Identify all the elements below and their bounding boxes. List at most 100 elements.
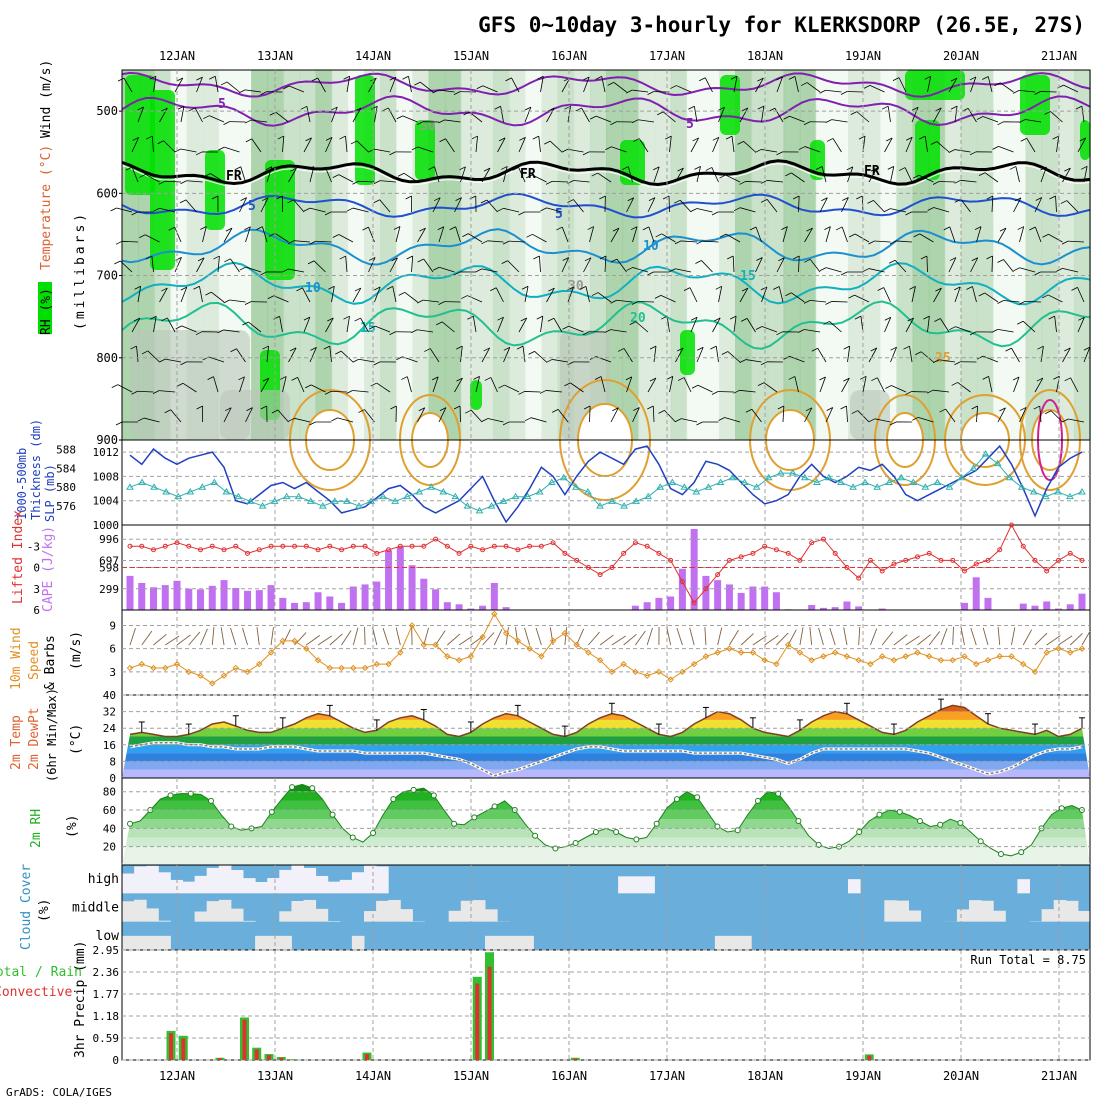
cape-bar <box>315 592 322 610</box>
label-rh2m: 2m RH <box>29 809 44 848</box>
cape-bar <box>773 592 780 610</box>
precip-tick-label: 1.18 <box>93 1010 120 1023</box>
contour-label: 5 <box>686 117 694 132</box>
cloud-cell <box>981 901 994 922</box>
cape-bar <box>326 596 333 610</box>
cloud-cell <box>376 866 389 893</box>
cloud-cell <box>1066 901 1079 922</box>
thickness-tick-label: 588 <box>56 443 76 456</box>
cape-bar <box>632 606 639 610</box>
rh-tick-label: 80 <box>103 786 116 799</box>
cloud-cell <box>122 901 135 921</box>
pressure-tick-label: 700 <box>96 269 118 283</box>
rh-column <box>977 70 994 440</box>
precip-conv-bar <box>255 1050 259 1060</box>
cloud-cell <box>267 878 280 893</box>
date-label-bottom: 21JAN <box>1041 1069 1077 1083</box>
rh-point <box>290 785 295 790</box>
precip-conv-bar <box>475 984 479 1060</box>
cape-bar <box>373 582 380 610</box>
rh-point <box>492 804 497 809</box>
slp-tick-label: 1000 <box>93 519 120 532</box>
temp-band <box>122 737 1090 745</box>
cape-bar <box>1020 604 1027 610</box>
rh-moist-patch <box>205 150 225 230</box>
rh-point <box>209 798 214 803</box>
rh-point <box>350 835 355 840</box>
cloud-cell <box>969 900 982 922</box>
cape-bar <box>644 602 651 610</box>
wind-barb <box>718 391 734 392</box>
precip-conv-bar <box>488 967 492 1060</box>
precip-conv-bar <box>218 1058 222 1060</box>
label-lifted: Lifted Index <box>11 510 26 604</box>
cloud-row-label: high <box>88 872 119 887</box>
cloud-cell <box>739 936 752 950</box>
cape-bar <box>1079 594 1086 610</box>
cloud-cell <box>279 936 292 950</box>
cape-bar <box>855 606 862 610</box>
precip-conv-bar <box>279 1058 283 1060</box>
cape-bar <box>338 603 345 610</box>
cloud-cell <box>207 901 220 922</box>
label-convective: Convective <box>0 985 72 1000</box>
cloud-cell <box>388 900 401 922</box>
rh-point <box>755 798 760 803</box>
rh-moist-patch <box>470 380 482 410</box>
wind-barb <box>1041 91 1057 92</box>
date-label-top: 13JAN <box>257 49 293 63</box>
cape-bar <box>432 589 439 610</box>
rh-moist-patch <box>355 75 375 185</box>
cape-tick-label: 598 <box>99 562 119 575</box>
date-label-top: 17JAN <box>649 49 685 63</box>
slp-tick-label: 1012 <box>93 446 120 459</box>
credit-label: GrADS: COLA/IGES <box>6 1086 112 1099</box>
contour-label: 25 <box>935 351 951 366</box>
wind-barb <box>746 181 762 182</box>
cloud-cell <box>134 900 147 922</box>
cloud-cell <box>630 876 643 893</box>
rh-column <box>800 70 817 440</box>
cloud-cell <box>364 911 377 922</box>
contour-label: 30 <box>568 279 584 294</box>
date-label-top: 20JAN <box>943 49 979 63</box>
cloud-row-label: low <box>96 929 120 944</box>
cloud-cell <box>122 874 135 894</box>
date-label-top: 19JAN <box>845 49 881 63</box>
cape-bar <box>444 602 451 610</box>
cloud-cell <box>255 936 268 950</box>
cape-bar <box>150 587 157 610</box>
cloud-cell <box>291 865 304 893</box>
cloud-cell <box>243 921 256 922</box>
thickness-tick-label: 580 <box>56 481 76 494</box>
cloud-cell <box>340 880 353 893</box>
cloud-cell <box>316 909 329 922</box>
rh-grey-area <box>850 390 890 440</box>
cloud-cell <box>1078 911 1091 922</box>
label-ms: (m/s) <box>69 631 84 670</box>
rh-tick-label: 40 <box>103 822 116 835</box>
label-wind10c: & Barbs <box>43 635 58 690</box>
cloud-cell <box>183 882 196 894</box>
cape-bar <box>350 587 357 610</box>
temp-band <box>122 770 1090 778</box>
cloud-cell <box>473 900 486 922</box>
rh-band <box>122 828 1090 837</box>
cloud-cell <box>279 911 292 921</box>
rh-moist-patch <box>720 75 740 135</box>
label-t2b: 2m DewPt <box>27 707 42 770</box>
rh-point <box>857 830 862 835</box>
date-label-top: 12JAN <box>159 49 195 63</box>
cloud-cell <box>195 876 208 893</box>
cloud-cell <box>896 901 909 922</box>
cape-bar <box>961 603 968 610</box>
rh-point <box>371 830 376 835</box>
date-label-top: 21JAN <box>1041 49 1077 63</box>
rh-point <box>1019 850 1024 855</box>
label-temperature: Temperature (°C) <box>39 145 54 270</box>
cloud-cell <box>146 866 159 894</box>
rh-column <box>299 70 316 440</box>
cape-bar <box>761 587 768 610</box>
pressure-tick-label: 900 <box>96 433 118 447</box>
